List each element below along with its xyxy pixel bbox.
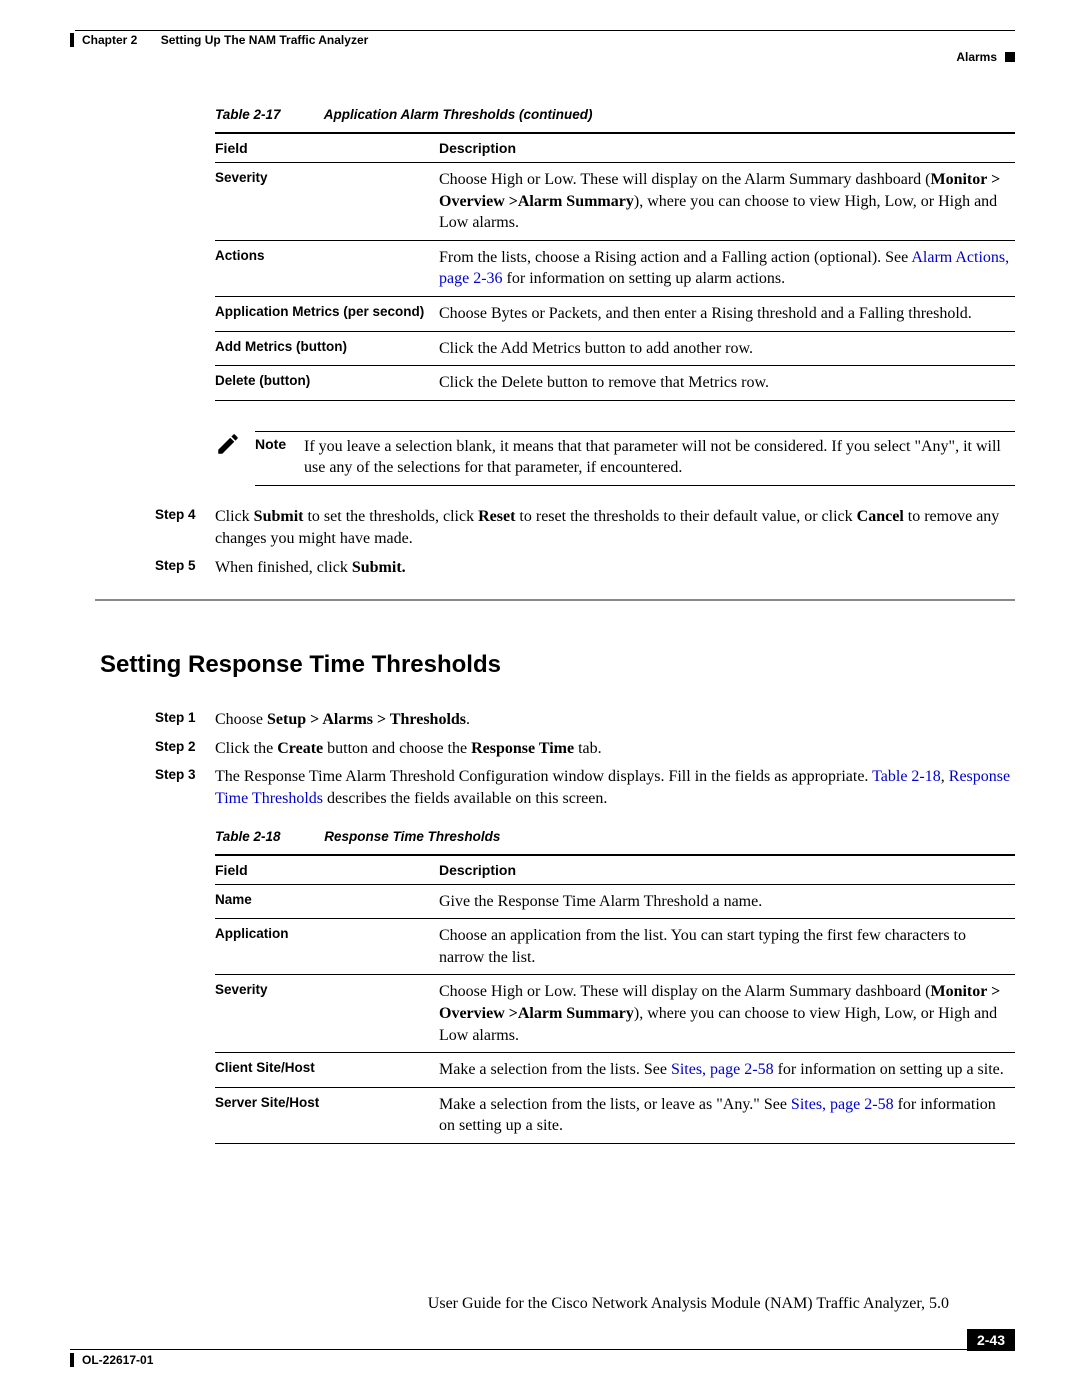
- table-row: Application Metrics (per second) Choose …: [215, 296, 1015, 331]
- note-text: If you leave a selection blank, it means…: [304, 436, 1014, 479]
- header-section-right: Alarms: [956, 50, 1015, 64]
- sites-link[interactable]: Sites, page 2-58: [791, 1096, 894, 1113]
- table-row: Severity Choose High or Low. These will …: [215, 975, 1015, 1053]
- note-label: Note: [255, 436, 300, 452]
- table-row: Client Site/Host Make a selection from t…: [215, 1053, 1015, 1088]
- table-17-col-field: Field: [215, 133, 439, 163]
- note-block: Note If you leave a selection blank, it …: [215, 431, 1015, 486]
- table-row: Server Site/Host Make a selection from t…: [215, 1087, 1015, 1143]
- footer-title: User Guide for the Cisco Network Analysi…: [428, 1295, 955, 1313]
- table-17: Field Description Severity Choose High o…: [215, 132, 1015, 401]
- step-row: Step 2 Click the Create button and choos…: [155, 738, 1015, 760]
- table-row: Add Metrics (button) Click the Add Metri…: [215, 331, 1015, 366]
- sites-link[interactable]: Sites, page 2-58: [671, 1061, 774, 1078]
- page-number-badge: 2-43: [967, 1329, 1015, 1351]
- table-row: Application Choose an application from t…: [215, 919, 1015, 975]
- step-row: Step 3 The Response Time Alarm Threshold…: [155, 766, 1015, 811]
- table-18: Field Description Name Give the Response…: [215, 854, 1015, 1144]
- step-row: Step 5 When finished, click Submit.: [155, 557, 1015, 579]
- page-header: Chapter 2 Setting Up The NAM Traffic Ana…: [70, 33, 1015, 47]
- table-row: Name Give the Response Time Alarm Thresh…: [215, 884, 1015, 919]
- table-row: Actions From the lists, choose a Rising …: [215, 240, 1015, 296]
- table-17-caption: Table 2-17 Application Alarm Thresholds …: [215, 107, 1015, 122]
- footer-doc-id: OL-22617-01: [82, 1353, 153, 1367]
- table-18-col-field: Field: [215, 855, 439, 885]
- chapter-title: Setting Up The NAM Traffic Analyzer: [161, 33, 369, 47]
- table-row: Delete (button) Click the Delete button …: [215, 366, 1015, 401]
- table-row: Severity Choose High or Low. These will …: [215, 163, 1015, 241]
- page-footer: 2-43 OL-22617-01 User Guide for the Cisc…: [70, 1329, 1015, 1367]
- step-row: Step 4 Click Submit to set the threshold…: [155, 506, 1015, 551]
- table-18-caption: Table 2-18 Response Time Thresholds: [215, 829, 1015, 844]
- table-17-col-desc: Description: [439, 133, 1015, 163]
- table-2-18-link[interactable]: Table 2-18: [872, 768, 941, 785]
- chapter-label: Chapter 2: [82, 33, 137, 47]
- step-row: Step 1 Choose Setup > Alarms > Threshold…: [155, 709, 1015, 731]
- pencil-icon: [215, 431, 255, 462]
- table-18-col-desc: Description: [439, 855, 1015, 885]
- section-heading: Setting Response Time Thresholds: [100, 651, 1015, 679]
